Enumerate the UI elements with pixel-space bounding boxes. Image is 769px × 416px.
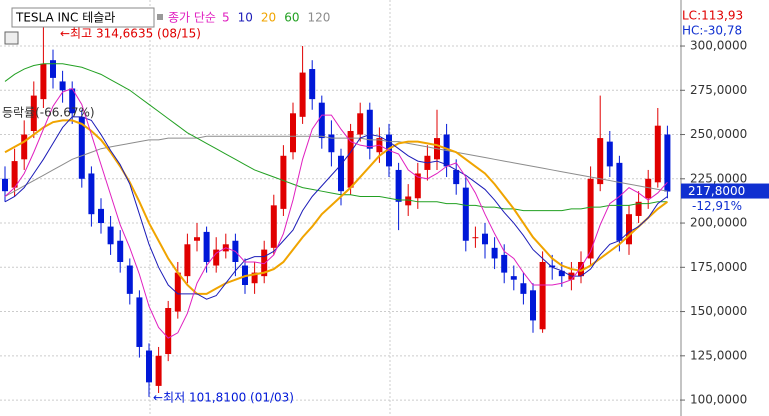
candle-body bbox=[11, 161, 18, 188]
candle-body bbox=[280, 155, 287, 209]
candle-body bbox=[414, 173, 421, 199]
candle-body bbox=[78, 116, 85, 179]
legend-title: 종가 단순 bbox=[168, 11, 216, 25]
candle-body bbox=[654, 125, 661, 183]
candle-body bbox=[299, 72, 306, 117]
chart-title: TESLA INC 테슬라 bbox=[15, 11, 115, 25]
legend-entry: 20 bbox=[261, 11, 276, 25]
candle-body bbox=[126, 265, 133, 294]
candle-body bbox=[366, 109, 373, 149]
candle-body bbox=[357, 113, 364, 135]
candle-body bbox=[261, 249, 268, 277]
candle-body bbox=[59, 81, 66, 91]
candle-body bbox=[472, 237, 479, 239]
last-price: 217,8000 bbox=[688, 184, 745, 198]
candle-body bbox=[88, 173, 95, 215]
title-box bbox=[11, 7, 155, 28]
change-annotation: 등락률(-66.67%) bbox=[2, 106, 95, 120]
y-tick-label: 275,0000 bbox=[690, 83, 747, 97]
ma-line bbox=[4, 119, 668, 295]
candle-body bbox=[194, 237, 200, 241]
candle-body bbox=[395, 169, 402, 202]
y-tick-label: 175,0000 bbox=[690, 260, 747, 274]
y-tick-label: 150,0000 bbox=[690, 304, 747, 318]
candle-body bbox=[136, 297, 143, 347]
candle-body bbox=[462, 187, 469, 241]
candle-body bbox=[578, 261, 584, 277]
y-tick-label: 200,0000 bbox=[690, 216, 747, 230]
candle-body bbox=[405, 196, 412, 206]
candle-body bbox=[155, 355, 162, 386]
candle-body bbox=[290, 113, 296, 153]
candle-body bbox=[597, 138, 604, 185]
candle-body bbox=[501, 254, 508, 273]
y-tick-label: 250,0000 bbox=[690, 127, 747, 141]
candle-body bbox=[635, 201, 642, 216]
legend-entry: 5 bbox=[222, 11, 230, 25]
candle-body bbox=[558, 270, 565, 277]
candle-body bbox=[318, 102, 325, 139]
candle-body bbox=[453, 169, 460, 185]
last-price-box bbox=[681, 183, 769, 199]
candle-body bbox=[251, 272, 258, 284]
candle-body bbox=[69, 88, 76, 114]
candle-body bbox=[98, 208, 104, 224]
candle-body bbox=[347, 130, 354, 188]
lc-label: LC:113,93 bbox=[682, 9, 743, 23]
candle-body bbox=[309, 69, 316, 100]
candle-body bbox=[549, 265, 556, 268]
ma-line bbox=[4, 116, 668, 300]
candle-body bbox=[50, 60, 56, 78]
candle-body bbox=[184, 244, 191, 277]
icon[interactable] bbox=[4, 31, 19, 45]
candle-body bbox=[645, 178, 652, 199]
candle-body bbox=[107, 226, 114, 245]
y-tick-label: 300,0000 bbox=[690, 39, 747, 53]
candle-body bbox=[21, 134, 28, 160]
y-tick-label: 125,0000 bbox=[690, 348, 747, 362]
candle-body bbox=[482, 233, 488, 245]
candle-body bbox=[213, 249, 220, 266]
high-annotation: ←최고 314,6635 (08/15) bbox=[60, 27, 201, 41]
y-tick-label: 100,0000 bbox=[690, 393, 747, 407]
candle-body bbox=[626, 214, 632, 245]
candle-body bbox=[328, 134, 335, 153]
candle-body bbox=[520, 283, 527, 294]
candle-body bbox=[174, 272, 181, 312]
candle-body bbox=[146, 350, 152, 383]
candle-body bbox=[270, 205, 277, 248]
candle-body bbox=[117, 240, 124, 262]
candle-body bbox=[203, 231, 210, 262]
y-tick-label: 225,0000 bbox=[690, 171, 747, 185]
candle-body bbox=[616, 162, 623, 241]
candle-body bbox=[539, 261, 546, 330]
candle-body bbox=[491, 247, 498, 259]
candle-body bbox=[338, 155, 344, 192]
ma-line bbox=[4, 63, 668, 212]
candle-body bbox=[165, 308, 172, 355]
candle-body bbox=[587, 178, 594, 259]
low-annotation: ←최저 101,8100 (01/03) bbox=[153, 391, 294, 405]
candle-body bbox=[2, 178, 8, 192]
candle-body bbox=[664, 134, 671, 192]
candle-body bbox=[30, 95, 37, 131]
candle-body bbox=[606, 141, 613, 167]
candle-body bbox=[510, 276, 517, 280]
last-change: -12,91% bbox=[692, 199, 742, 213]
legend-entry: 60 bbox=[284, 11, 299, 25]
ma-line bbox=[4, 135, 668, 197]
legend-entry: 10 bbox=[238, 11, 253, 25]
hc-label: HC:-30,78 bbox=[682, 24, 742, 38]
candle-body bbox=[40, 63, 47, 100]
candle-body bbox=[530, 290, 536, 321]
legend-entry: 120 bbox=[307, 11, 330, 25]
legend-icon bbox=[157, 14, 163, 20]
ma-line bbox=[4, 87, 668, 339]
